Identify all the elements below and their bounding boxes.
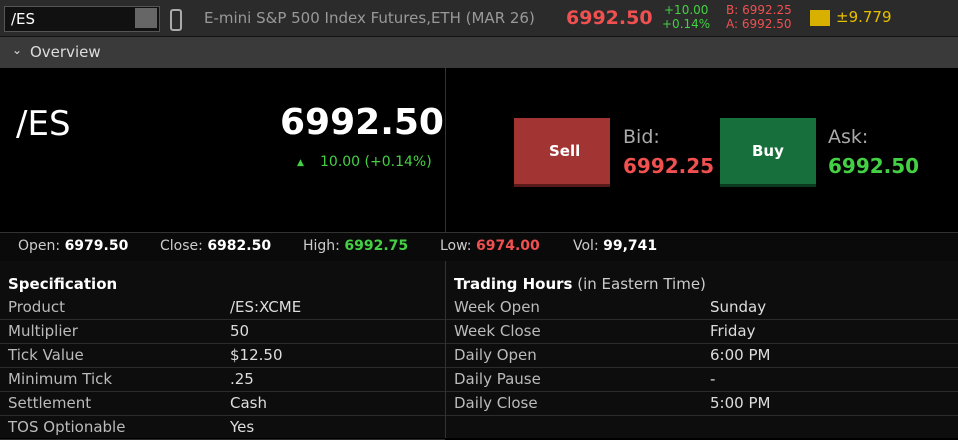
symbol: /ES — [11, 10, 36, 28]
stat: Low: 6974.00 — [440, 238, 540, 254]
last: 6992.50 — [566, 7, 653, 29]
stat-label: High: — [303, 238, 340, 254]
title: Specification — [8, 275, 118, 293]
table-row: Daily Open 6:00 PM — [446, 343, 958, 368]
table-row: Settlement Cash — [0, 391, 445, 416]
note: (in Eastern Time) — [577, 275, 706, 293]
buy-label: Buy — [752, 142, 784, 160]
row-value: 50 — [230, 322, 250, 340]
bid: B: 6992.25 — [726, 3, 792, 17]
divider — [445, 261, 446, 438]
dropdown[interactable] — [135, 8, 157, 28]
stat: High: 6992.75 — [303, 238, 408, 254]
description: E-mini S&P 500 Index Futures,ETH (MAR 26… — [204, 9, 535, 27]
table-title: Trading Hours (in Eastern Time) — [454, 275, 706, 293]
buy-button[interactable]: Buy — [720, 118, 816, 187]
row-value: .25 — [230, 370, 254, 388]
table-row: Daily Close 5:00 PM — [446, 391, 958, 416]
row-label: Daily Close — [454, 394, 538, 412]
row-value: Cash — [230, 394, 267, 412]
toolbar: /ES E-mini S&P 500 Index Futures,ETH (MA… — [0, 0, 958, 37]
table-row: Product/ES:XCME — [0, 295, 445, 320]
table-row: Multiplier 50 — [0, 319, 445, 344]
row-value: Friday — [710, 322, 756, 340]
row-label: TOS Optionable — [8, 418, 126, 436]
stat-value: 6974.00 — [475, 238, 540, 254]
row-label: Daily Pause — [454, 370, 541, 388]
row-value: 6:00 PM — [710, 346, 771, 364]
stats-bar: Open: 6979.50 Close: 6982.50 High: 6992.75… — [0, 232, 958, 262]
bid-value: 6992.25 — [623, 154, 715, 178]
quote-symbol: /ES — [16, 104, 71, 144]
quote-last: 6992.50 — [280, 102, 444, 143]
stat-label: Open: — [18, 238, 61, 254]
trading-hours: Trading Hours (in Eastern Time) Week Open… — [446, 261, 958, 438]
row-label: Daily Open — [454, 346, 537, 364]
row-value: Yes — [230, 418, 255, 436]
row-label: Tick Value — [8, 346, 84, 364]
table-row: Tick Value $12.50 — [0, 343, 445, 368]
stat: Open: 6979.50 — [18, 238, 128, 254]
sell-label: Sell — [549, 142, 581, 160]
specification: Specification Product/ES:XCME Multiplier 50… — [0, 261, 445, 440]
row-value: /ES:XCME — [230, 298, 302, 316]
mm-icon — [810, 10, 830, 26]
row-label: Minimum Tick — [8, 370, 113, 388]
table-row: Minimum Tick .25 — [0, 367, 445, 392]
symbol-box[interactable]: /ES — [4, 6, 160, 32]
link-icon[interactable] — [170, 9, 182, 31]
table-row: Week Close Friday — [446, 319, 958, 344]
row-value: - — [710, 370, 716, 388]
section-header[interactable]: ⌄ Overview — [0, 37, 958, 68]
stat: Vol: 99,741 — [573, 238, 657, 254]
section-title: Overview — [30, 43, 101, 61]
row-label: Week Close — [454, 322, 541, 340]
table-title: Specification — [8, 275, 117, 293]
row-value: 5:00 PM — [710, 394, 771, 412]
change-pct: +0.14% — [662, 17, 711, 31]
change: +10.00 — [664, 3, 709, 17]
stat-value: 6979.50 — [64, 238, 129, 254]
row-label: Settlement — [8, 394, 92, 412]
row-value: $12.50 — [230, 346, 283, 364]
stat-label: Close: — [160, 238, 203, 254]
table-row: Daily Pause - — [446, 367, 958, 392]
stat-value: 99,741 — [603, 238, 658, 254]
sell-button[interactable]: Sell — [514, 118, 610, 187]
row-label: Multiplier — [8, 322, 78, 340]
mm-value: ±9.779 — [836, 8, 892, 26]
stat-value: 6982.50 — [207, 238, 272, 254]
quote-change: 10.00 (+0.14%) — [320, 154, 432, 170]
ask-label: Ask: — [828, 126, 869, 148]
stat: Close: 6982.50 — [160, 238, 271, 254]
stat-label: Vol: — [573, 238, 599, 254]
ask-value: 6992.50 — [828, 154, 920, 178]
divider — [445, 68, 446, 232]
row-label: Product — [8, 298, 65, 316]
table-row: TOS Optionable Yes — [0, 415, 445, 440]
table-row: Week Open Sunday — [446, 295, 958, 320]
title: Trading Hours — [454, 275, 573, 293]
bid-label: Bid: — [623, 126, 660, 148]
row-value: Sunday — [710, 298, 767, 316]
row-label: Week Open — [454, 298, 540, 316]
ask: A: 6992.50 — [726, 17, 792, 31]
stat-value: 6992.75 — [344, 238, 409, 254]
chevron: ⌄ — [12, 43, 23, 57]
stat-label: Low: — [440, 238, 472, 254]
up-arrow: ▲ — [297, 158, 304, 168]
